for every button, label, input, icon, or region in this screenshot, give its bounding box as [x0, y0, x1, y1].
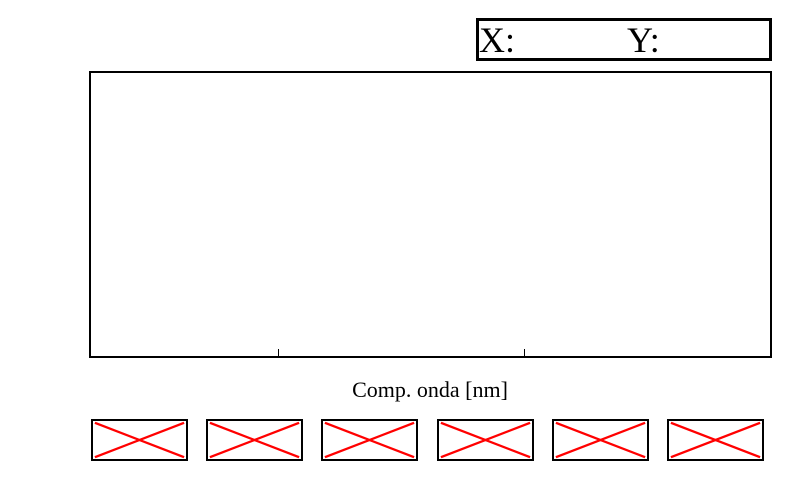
broken-image-icon — [324, 421, 415, 459]
x-coordinate-label: X: — [479, 20, 515, 60]
x-axis-tick — [524, 349, 525, 356]
spectrum-plot-area[interactable] — [89, 71, 772, 358]
broken-image-icon — [94, 421, 185, 459]
toolbar-button-2[interactable] — [206, 419, 303, 461]
cursor-coordinate-readout: X: Y: — [476, 18, 772, 61]
x-axis-label: Comp. onda [nm] — [352, 377, 508, 402]
broken-image-icon — [209, 421, 300, 459]
toolbar-button-3[interactable] — [321, 419, 418, 461]
toolbar-button-1[interactable] — [91, 419, 188, 461]
broken-image-icon — [555, 421, 646, 459]
toolbar — [91, 419, 769, 463]
toolbar-button-4[interactable] — [437, 419, 534, 461]
x-axis-tick — [278, 349, 279, 356]
toolbar-button-6[interactable] — [667, 419, 764, 461]
broken-image-icon — [440, 421, 531, 459]
broken-image-icon — [670, 421, 761, 459]
y-coordinate-label: Y: — [627, 20, 660, 60]
toolbar-button-5[interactable] — [552, 419, 649, 461]
